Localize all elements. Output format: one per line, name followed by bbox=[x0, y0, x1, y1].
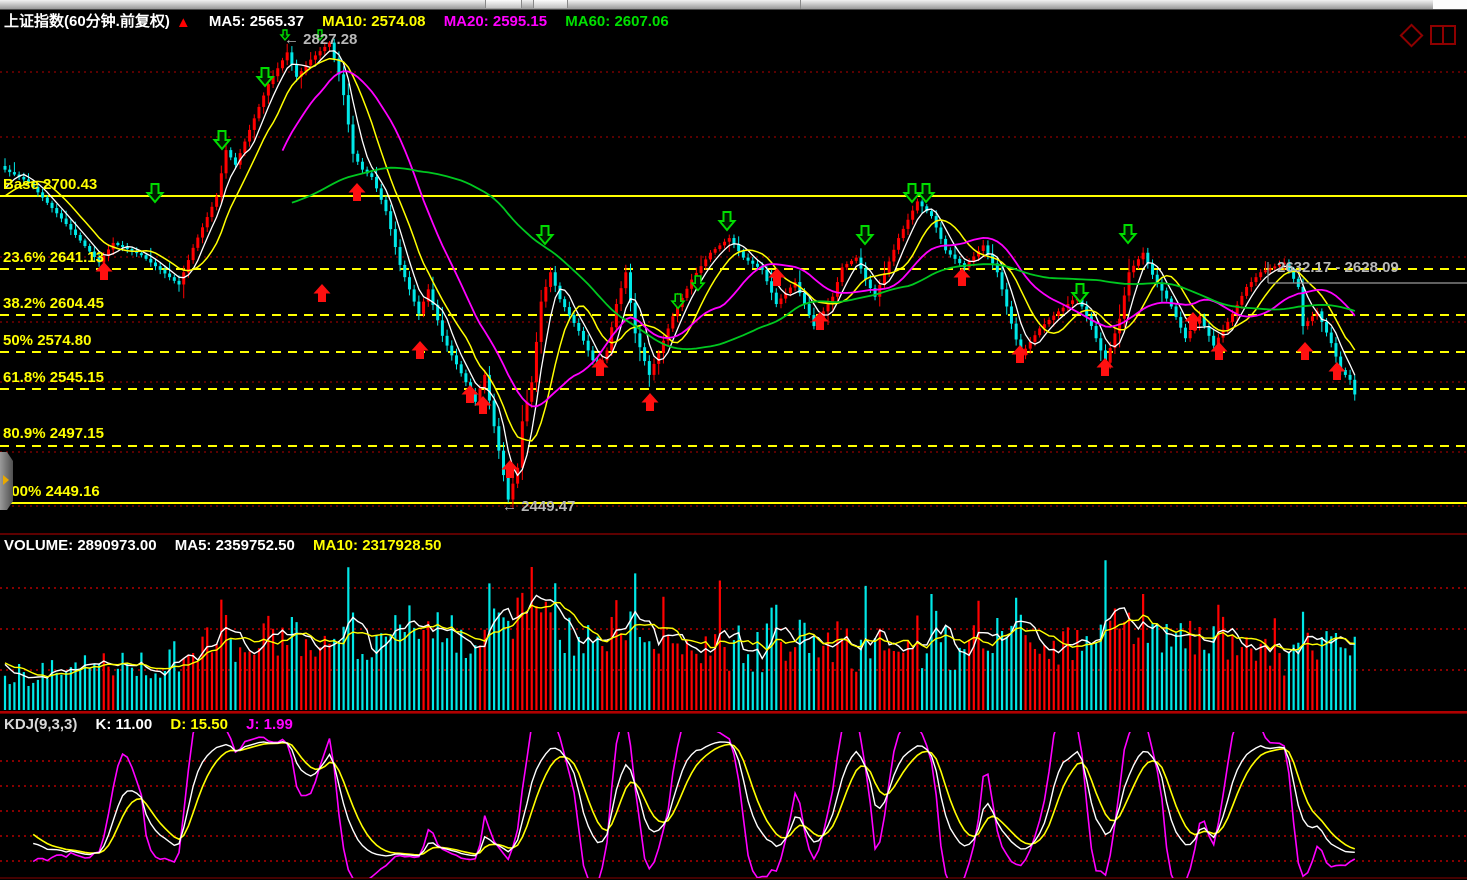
ma20-value: MA20: 2595.15 bbox=[443, 13, 548, 30]
kdj-k-value: K: 11.00 bbox=[95, 716, 153, 733]
volume-value: VOLUME: 2890973.00 bbox=[4, 537, 157, 554]
kdj-header: KDJ(9,3,3) K: 11.00 D: 15.50 J: 1.99 bbox=[4, 716, 307, 733]
fib-level-label: 80.9% 2497.15 bbox=[3, 425, 104, 442]
split-window-icon[interactable] bbox=[1430, 25, 1456, 45]
fib-level-label: 23.6% 2641.13 bbox=[3, 249, 104, 266]
ma60-value: MA60: 2607.06 bbox=[565, 13, 669, 30]
sidebar-expand-toggle[interactable] bbox=[0, 452, 13, 510]
expand-arrow-icon bbox=[3, 475, 9, 485]
instrument-title: 上证指数(60分钟.前复权) bbox=[4, 13, 170, 30]
price-up-arrow-icon: ▲ bbox=[175, 14, 191, 31]
gap-annotation: 2632.17 - 2628.09 bbox=[1277, 259, 1399, 276]
toolbar-separator bbox=[800, 0, 801, 9]
kdj-j-value: J: 1.99 bbox=[246, 716, 293, 733]
fib-level-label: Base 2700.43 bbox=[3, 176, 98, 193]
window-titlebar[interactable] bbox=[0, 0, 1467, 10]
kdj-params: KDJ(9,3,3) bbox=[4, 716, 78, 733]
high-price-annotation: ← 2827.28 bbox=[284, 31, 358, 48]
fib-level-label: 61.8% 2545.15 bbox=[3, 369, 104, 386]
volume-ma10-value: MA10: 2317928.50 bbox=[313, 537, 442, 554]
main-chart-header: 上证指数(60分钟.前复权) ▲ MA5: 2565.37 MA10: 2574.… bbox=[4, 10, 683, 31]
fib-level-label: 38.2% 2604.45 bbox=[3, 295, 104, 312]
low-price-annotation: ← 2449.47 bbox=[502, 498, 576, 515]
volume-header: VOLUME: 2890973.00 MA5: 2359752.50 MA10:… bbox=[4, 537, 455, 554]
diamond-icon[interactable] bbox=[1399, 22, 1424, 48]
ma10-value: MA10: 2574.08 bbox=[322, 13, 426, 30]
volume-ma5-value: MA5: 2359752.50 bbox=[174, 537, 295, 554]
ma5-value: MA5: 2565.37 bbox=[208, 13, 304, 30]
fib-level-label: 50% 2574.80 bbox=[3, 332, 92, 349]
kdj-d-value: D: 15.50 bbox=[170, 716, 228, 733]
fib-level-label: 100% 2449.16 bbox=[3, 483, 100, 500]
titlebar-highlight bbox=[1433, 0, 1467, 9]
chart-corner-tools bbox=[1399, 22, 1456, 48]
toolbar-button[interactable] bbox=[533, 0, 568, 8]
toolbar-button[interactable] bbox=[485, 0, 522, 8]
chart-canvas[interactable] bbox=[0, 9, 1467, 880]
